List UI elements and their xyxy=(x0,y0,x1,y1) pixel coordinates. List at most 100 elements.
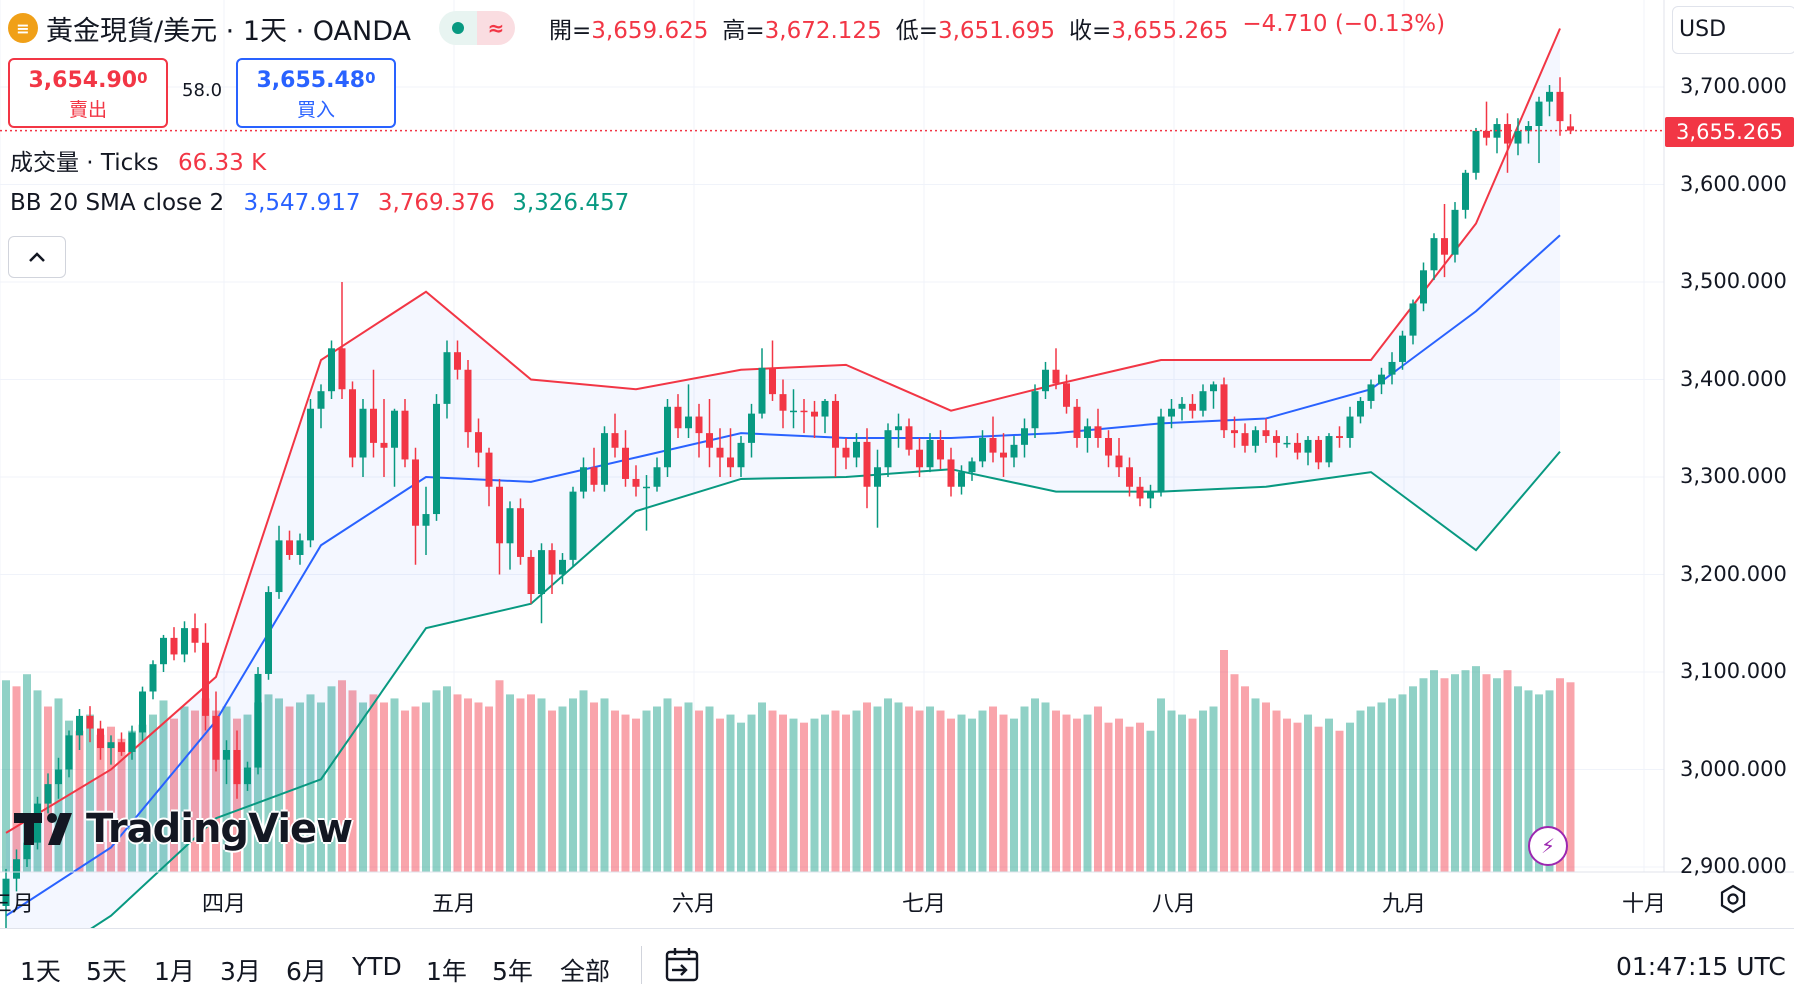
candle-body xyxy=(1179,404,1186,409)
candle-body xyxy=(528,557,535,594)
timeframe-button[interactable]: 1月 xyxy=(154,952,195,988)
timeframe-button[interactable]: 全部 xyxy=(560,952,610,988)
buy-button[interactable]: 3,655.480 買入 xyxy=(236,58,396,128)
volume-bar xyxy=(1042,702,1050,872)
candle-body xyxy=(454,352,461,370)
gold-coin-icon[interactable]: ≡ xyxy=(8,13,38,43)
volume-bar xyxy=(979,711,987,872)
candle-body xyxy=(486,453,493,487)
chart-settings-icon[interactable] xyxy=(1718,884,1748,914)
volume-bar xyxy=(1514,686,1522,872)
candle-body xyxy=(895,426,902,430)
bb-upper-value: 3,769.376 xyxy=(378,190,495,216)
timeframe-button[interactable]: YTD xyxy=(352,952,402,981)
timeframe-button[interactable]: 6月 xyxy=(286,952,327,988)
candle xyxy=(1473,128,1480,180)
candle-body xyxy=(580,467,587,491)
volume-bar xyxy=(769,711,777,872)
volume-bar xyxy=(1262,702,1270,872)
candle xyxy=(769,341,776,401)
ohlc-values: 開=3,659.625 高=3,672.125 低=3,651.695 收=3,… xyxy=(549,11,1445,45)
timeframe-button[interactable]: 5年 xyxy=(492,952,533,988)
candle-body xyxy=(66,735,73,769)
symbol-title[interactable]: 黃金現貨/美元 · 1天 · OANDA xyxy=(46,9,411,48)
candle-body xyxy=(927,440,934,467)
volume-bar xyxy=(475,702,483,872)
candle xyxy=(1431,233,1438,280)
volume-bar xyxy=(1115,719,1123,872)
price-axis-label: 3,200.000 xyxy=(1680,562,1787,586)
candle-body xyxy=(1336,436,1343,438)
candle-body xyxy=(1032,391,1039,428)
candle xyxy=(517,498,524,564)
volume-bar xyxy=(863,702,871,872)
candle-body xyxy=(853,442,860,458)
timeframe-button[interactable]: 1年 xyxy=(426,952,467,988)
candle-body xyxy=(675,407,682,428)
price-axis-label: 3,500.000 xyxy=(1680,269,1787,293)
goto-date-icon[interactable] xyxy=(664,946,700,984)
bb-indicator-legend[interactable]: BB 20 SMA close 2 3,547.917 3,769.376 3,… xyxy=(10,190,629,216)
market-open-dot-icon[interactable] xyxy=(439,11,477,45)
volume-bar xyxy=(1231,674,1239,872)
candle-body xyxy=(360,409,367,458)
candle-body xyxy=(1546,92,1553,102)
candle-body xyxy=(1147,492,1154,499)
candle-body xyxy=(1095,426,1102,438)
candle xyxy=(664,399,671,477)
volume-bar xyxy=(895,702,903,872)
candle-body xyxy=(1536,102,1543,126)
volume-bar xyxy=(1021,707,1029,872)
timeframe-button[interactable]: 3月 xyxy=(220,952,261,988)
candle-body xyxy=(1305,440,1312,453)
tradingview-logo[interactable]: TradingView xyxy=(12,806,352,852)
volume-bar xyxy=(1189,719,1197,872)
candle-body xyxy=(822,401,829,417)
candle xyxy=(339,282,346,399)
candle xyxy=(160,635,167,672)
volume-bar xyxy=(601,698,609,872)
delayed-data-icon[interactable]: ≈ xyxy=(477,11,515,45)
market-status[interactable]: ≈ xyxy=(439,11,515,45)
candle-body xyxy=(223,750,230,760)
candle-body xyxy=(1368,384,1375,401)
candle-body xyxy=(1504,124,1511,144)
candle-body xyxy=(171,638,178,655)
candle-body xyxy=(1074,407,1081,438)
utc-clock[interactable]: 01:47:15 UTC xyxy=(1616,952,1786,981)
candle-body xyxy=(790,411,797,413)
price-axis-label: 3,700.000 xyxy=(1680,74,1787,98)
candle-body xyxy=(255,674,262,768)
currency-selector[interactable]: USD xyxy=(1672,6,1794,54)
volume-indicator-legend[interactable]: 成交量 · Ticks 66.33 K xyxy=(10,143,266,177)
candle-body xyxy=(643,487,650,489)
volume-bar xyxy=(758,702,766,872)
volume-bar xyxy=(779,715,787,872)
volume-bar xyxy=(1168,711,1176,872)
candle-body xyxy=(97,729,104,749)
candle-body xyxy=(706,433,713,448)
candle-body xyxy=(696,417,703,434)
volume-bar xyxy=(1000,715,1008,872)
timeframe-button[interactable]: 5天 xyxy=(86,952,127,988)
timeframe-button[interactable]: 1天 xyxy=(20,952,61,988)
volume-bar xyxy=(464,698,472,872)
volume-bar xyxy=(370,694,378,872)
volume-bar xyxy=(1346,723,1354,872)
candle-body xyxy=(1452,210,1459,255)
price-axis-label: 3,000.000 xyxy=(1680,757,1787,781)
volume-bar xyxy=(832,711,840,872)
candle-body xyxy=(1242,433,1249,446)
candle-body xyxy=(549,550,556,574)
candle-body xyxy=(748,414,755,443)
candle-body xyxy=(885,430,892,467)
sell-button[interactable]: 3,654.900 賣出 xyxy=(8,58,168,128)
collapse-legend-button[interactable] xyxy=(8,236,66,278)
volume-bar xyxy=(926,707,934,872)
volume-bar xyxy=(496,680,504,872)
lightning-icon[interactable]: ⚡ xyxy=(1528,826,1568,866)
candle-body xyxy=(192,628,199,643)
candle-body xyxy=(465,370,472,432)
candle-body xyxy=(1053,370,1060,384)
volume-bar xyxy=(1220,650,1228,872)
